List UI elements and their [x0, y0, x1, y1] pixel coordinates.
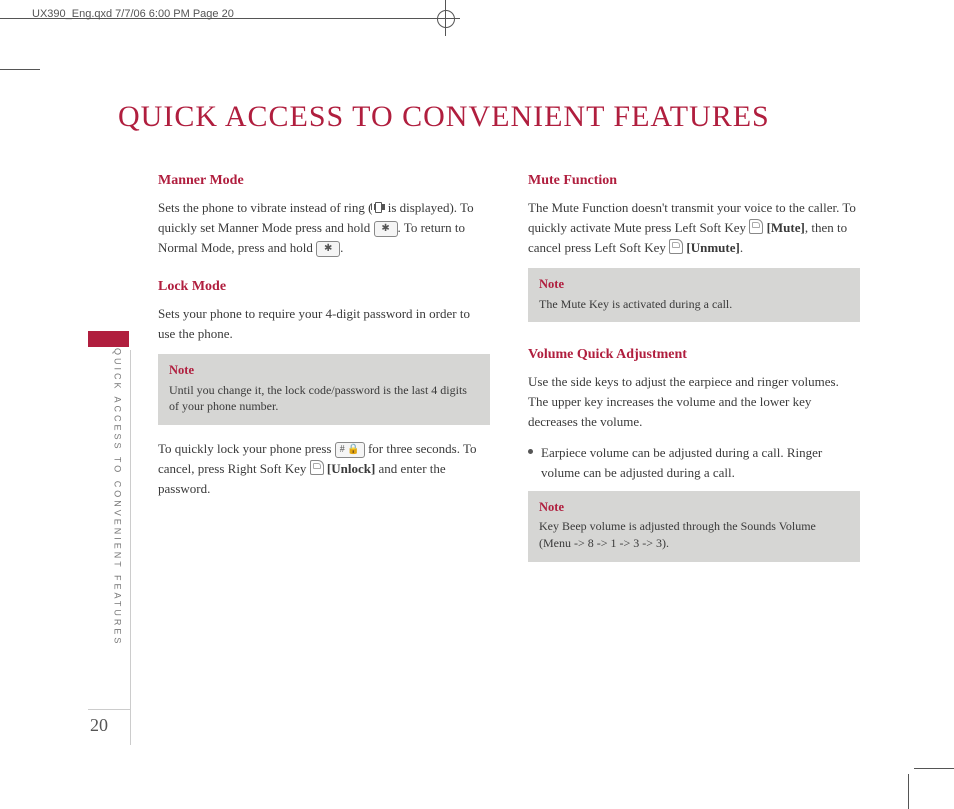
text: To quickly lock your phone press — [158, 441, 335, 456]
volume-bullet: Earpiece volume can be adjusted during a… — [528, 443, 860, 483]
bullet-icon — [528, 449, 533, 454]
note-label: Note — [539, 499, 849, 517]
crop-mark — [914, 768, 954, 769]
vibrate-icon — [372, 201, 384, 213]
softkey-icon — [310, 460, 324, 475]
star-key-icon: ✱ — [316, 241, 340, 257]
unlock-label: [Unlock] — [327, 461, 375, 476]
softkey-icon — [669, 239, 683, 254]
side-marker — [88, 331, 129, 347]
mute-label: [Mute] — [767, 220, 805, 235]
text: . — [340, 240, 343, 255]
side-tab: QUICK ACCESS TO CONVENIENT FEATURES — [111, 348, 129, 648]
note-box-mute: Note The Mute Key is activated during a … — [528, 268, 860, 322]
crop-mark — [0, 69, 40, 70]
registration-mark-icon — [437, 10, 455, 28]
crop-mark — [908, 774, 909, 809]
note-label: Note — [539, 276, 849, 294]
content-columns: Manner Mode Sets the phone to vibrate in… — [158, 170, 878, 562]
lock-mode-body: Sets your phone to require your 4-digit … — [158, 304, 490, 344]
bullet-text: Earpiece volume can be adjusted during a… — [541, 443, 860, 483]
note-body: Until you change it, the lock code/passw… — [169, 383, 467, 414]
heading-volume: Volume Quick Adjustment — [528, 344, 860, 366]
page-title: QUICK ACCESS TO CONVENIENT FEATURES — [118, 100, 770, 134]
page-number: 20 — [90, 715, 108, 736]
hash-lock-key-icon: # 🔒 — [335, 442, 365, 458]
lock-mode-body-2: To quickly lock your phone press # 🔒 for… — [158, 439, 490, 499]
text: Sets the phone to vibrate instead of rin… — [158, 200, 372, 215]
crop-mark — [0, 18, 460, 19]
right-column: Mute Function The Mute Function doesn't … — [528, 170, 860, 562]
page-rule — [88, 709, 130, 710]
note-box-lock: Note Until you change it, the lock code/… — [158, 354, 490, 425]
heading-mute-function: Mute Function — [528, 170, 860, 192]
softkey-icon — [749, 219, 763, 234]
volume-body: Use the side keys to adjust the earpiece… — [528, 372, 860, 432]
note-body: Key Beep volume is adjusted through the … — [539, 519, 816, 550]
left-column: Manner Mode Sets the phone to vibrate in… — [158, 170, 490, 562]
note-body: The Mute Key is activated during a call. — [539, 297, 732, 311]
manner-mode-body: Sets the phone to vibrate instead of rin… — [158, 198, 490, 258]
text: . — [740, 240, 743, 255]
heading-manner-mode: Manner Mode — [158, 170, 490, 192]
mute-body: The Mute Function doesn't transmit your … — [528, 198, 860, 258]
side-tab-text: QUICK ACCESS TO CONVENIENT FEATURES — [111, 348, 122, 646]
note-label: Note — [169, 362, 479, 380]
unmute-label: [Unmute] — [686, 240, 739, 255]
note-box-volume: Note Key Beep volume is adjusted through… — [528, 491, 860, 562]
heading-lock-mode: Lock Mode — [158, 276, 490, 298]
page-rule — [130, 350, 131, 745]
star-key-icon: ✱ — [374, 221, 398, 237]
